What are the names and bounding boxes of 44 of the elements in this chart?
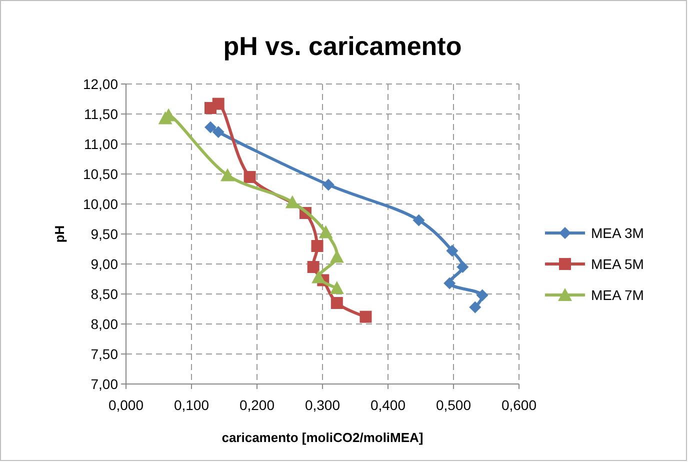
point: [220, 168, 235, 182]
y-tick-label: 10,50: [82, 166, 118, 182]
point: [285, 195, 300, 208]
y-tick-label: 9,50: [90, 226, 118, 242]
point: [360, 310, 372, 323]
point: [476, 289, 488, 302]
y-tick-label: 8,50: [90, 286, 118, 302]
x-tick-label: 0,000: [108, 397, 144, 413]
point: [412, 214, 425, 226]
point: [212, 126, 224, 138]
y-tick-label: 9,00: [90, 256, 118, 272]
y-tick-label: 7,00: [90, 376, 118, 392]
point: [318, 225, 333, 238]
point: [244, 171, 256, 183]
point: [469, 301, 482, 314]
legend-label: MEA 7M: [591, 287, 644, 303]
y-axis-title: pH: [52, 225, 67, 243]
point: [204, 121, 216, 134]
y-tick-label: 11,50: [84, 106, 118, 122]
point: [330, 281, 344, 294]
x-tick-label: 0,600: [501, 397, 537, 413]
point: [456, 261, 469, 273]
y-tick-label: 11,00: [84, 136, 118, 152]
x-tick-label: 0,500: [436, 397, 472, 413]
y-tick-label: 12,00: [82, 76, 118, 92]
y-tick-label: 8,00: [90, 316, 118, 332]
point: [330, 297, 343, 309]
point: [212, 98, 224, 110]
x-axis-title: caricamento [moliCO2/moliMEA]: [222, 430, 424, 445]
point: [307, 261, 320, 273]
point: [446, 244, 458, 257]
y-tick-label: 7,50: [90, 346, 118, 362]
x-tick-label: 0,200: [239, 397, 275, 413]
point: [312, 270, 326, 284]
x-tick-label: 0,400: [370, 397, 406, 413]
y-tick-label: 10,00: [82, 196, 118, 212]
x-tick-label: 0,100: [174, 397, 210, 413]
legend-label: MEA 3M: [591, 225, 644, 241]
legend-label: MEA 5M: [591, 256, 644, 272]
x-tick-label: 0,300: [304, 397, 340, 413]
chart-title: pH vs. caricamento: [223, 31, 462, 61]
point: [322, 178, 334, 191]
point: [311, 240, 324, 252]
point: [444, 277, 456, 290]
